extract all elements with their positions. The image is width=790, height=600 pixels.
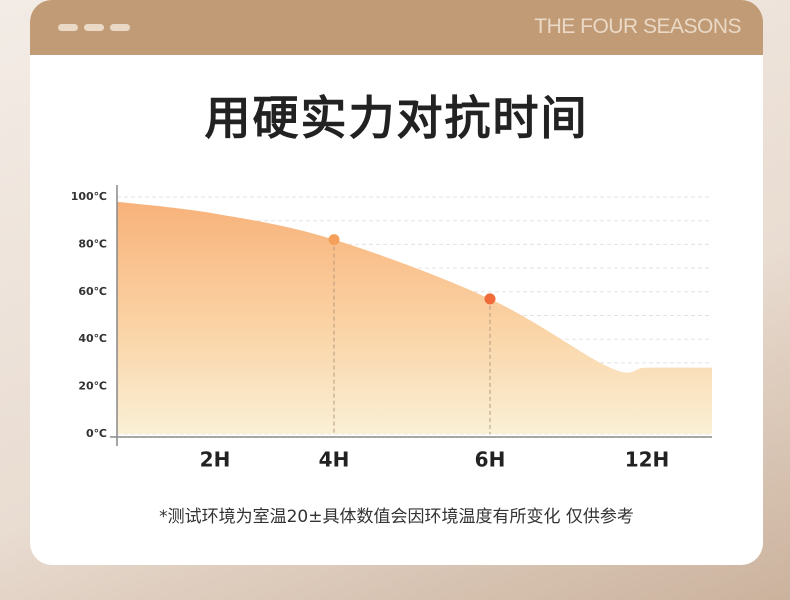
brand: THE FOUR SEASONS — [534, 15, 741, 38]
y-tick-label: 60℃ — [78, 285, 107, 298]
x-tick-label: 2H — [200, 448, 231, 472]
x-tick-label: 12H — [625, 448, 670, 472]
dot — [84, 24, 104, 31]
area — [117, 201, 712, 434]
dot — [110, 24, 130, 31]
x-tick-label: 6H — [475, 448, 506, 472]
y-tick-label: 100℃ — [71, 190, 107, 203]
dot — [58, 24, 78, 31]
y-tick-label: 40℃ — [78, 332, 107, 345]
x-tick-label: 4H — [319, 448, 350, 472]
title: 用硬实力对抗时间 — [204, 91, 589, 145]
header-band: THE FOUR SEASONS — [30, 0, 763, 55]
marker — [328, 234, 340, 246]
y-tick-label: 20℃ — [78, 380, 107, 393]
marker — [484, 293, 496, 305]
footnote: *测试环境为室温20±具体数值会因环境温度有所变化 仅供参考 — [159, 507, 634, 527]
y-tick-label: 80℃ — [78, 237, 107, 250]
y-tick-label: 0℃ — [86, 427, 107, 440]
